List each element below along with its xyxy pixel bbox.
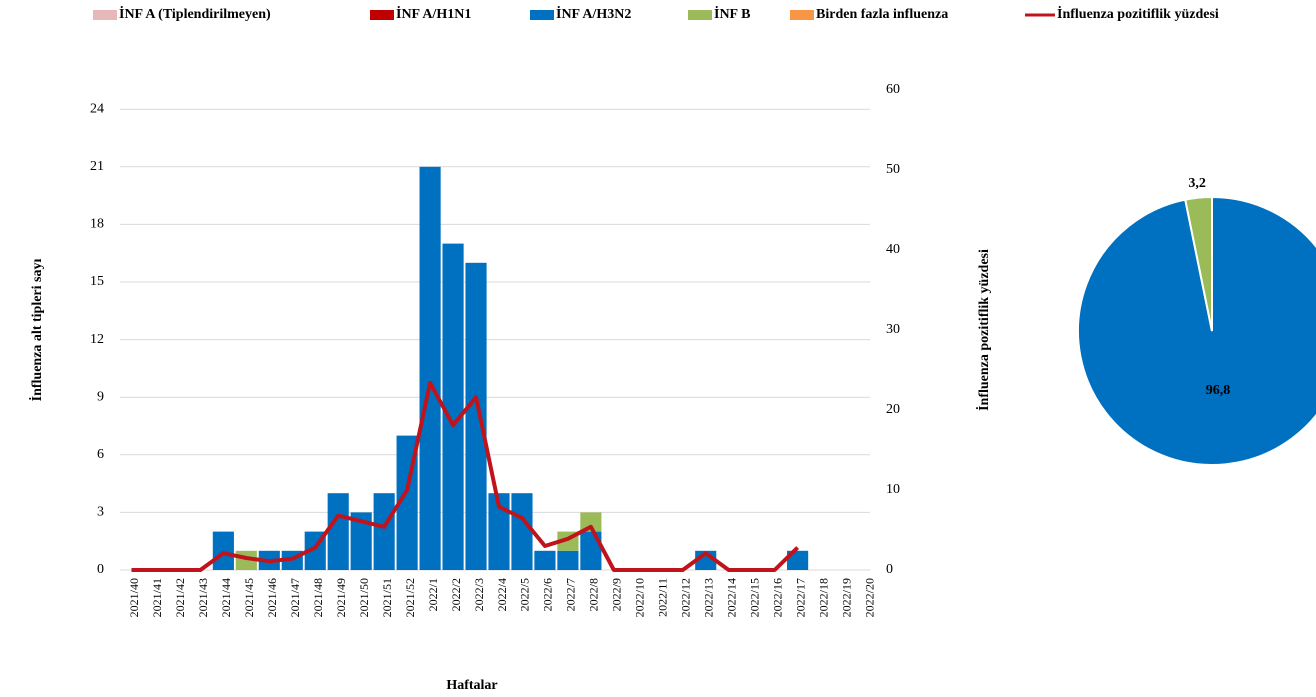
x-tick-label: 2022/14	[724, 578, 738, 617]
legend-label: İNF A/H3N2	[556, 5, 631, 22]
y2-tick-label: 20	[886, 402, 900, 417]
x-tick-label: 2021/46	[265, 578, 279, 617]
x-tick-label: 2022/11	[656, 578, 670, 617]
legend-label: İnfluenza pozitiflik yüzdesi	[1057, 5, 1219, 22]
y2-tick-label: 60	[886, 82, 900, 97]
x-tick-label: 2021/45	[242, 578, 256, 617]
y-tick-label: 24	[90, 101, 104, 116]
x-tick-label: 2022/20	[862, 578, 876, 617]
y2-tick-label: 50	[886, 162, 900, 177]
x-tick-label: 2021/50	[357, 578, 371, 617]
bar	[419, 166, 441, 571]
x-tick-label: 2022/13	[701, 578, 715, 617]
legend-swatch	[93, 10, 117, 20]
x-tick-label: 2022/4	[495, 578, 509, 611]
bar	[350, 512, 372, 570]
y2-tick-label: 0	[886, 562, 893, 577]
x-tick-label: 2022/9	[610, 578, 624, 611]
legend-label: Birden fazla influenza	[816, 7, 948, 22]
x-tick-label: 2022/5	[518, 578, 532, 611]
legend-swatch	[688, 10, 712, 20]
bar	[787, 550, 809, 570]
y2-tick-label: 40	[886, 242, 900, 257]
bar	[557, 550, 579, 570]
x-tick-label: 2022/15	[747, 578, 761, 617]
legend-swatch	[790, 10, 814, 20]
legend-label: İNF A (Tiplendirilmeyen)	[119, 5, 271, 22]
pie-slice	[1077, 195, 1316, 466]
y-tick-label: 0	[97, 562, 104, 577]
x-axis-title: Haftalar	[446, 678, 497, 693]
bar	[327, 493, 349, 570]
y-tick-label: 9	[97, 389, 104, 404]
legend-swatch	[530, 10, 554, 20]
line	[131, 380, 800, 572]
legend-label: İNF B	[714, 5, 750, 22]
y-tick-label: 18	[90, 217, 104, 232]
bar	[488, 493, 510, 570]
legend-swatch	[370, 10, 394, 20]
x-tick-label: 2022/8	[587, 578, 601, 611]
x-tick-label: 2022/17	[793, 578, 807, 617]
y-tick-label: 15	[90, 274, 104, 289]
x-tick-label: 2021/51	[380, 578, 394, 617]
x-tick-label: 2021/42	[173, 578, 187, 617]
x-tick-label: 2021/49	[334, 578, 348, 617]
bar	[212, 531, 234, 570]
bar	[511, 493, 533, 570]
x-tick-label: 2022/18	[816, 578, 830, 617]
bar	[373, 493, 395, 570]
y2-tick-label: 30	[886, 322, 900, 337]
x-tick-label: 2022/3	[472, 578, 486, 611]
bar	[442, 243, 464, 570]
x-tick-label: 2022/16	[770, 578, 784, 617]
x-tick-label: 2022/10	[633, 578, 647, 617]
x-tick-label: 2022/12	[679, 578, 693, 617]
x-tick-label: 2021/40	[127, 578, 141, 617]
y2-tick-label: 10	[886, 482, 900, 497]
y2-axis-title: İnfluenza pozitiflik yüzdesi	[975, 249, 992, 411]
x-tick-label: 2021/44	[219, 578, 233, 617]
y-axis-title: İnfluenza alt tipleri sayı	[28, 259, 45, 402]
x-tick-label: 2022/7	[564, 578, 578, 611]
x-tick-label: 2021/52	[403, 578, 417, 617]
x-tick-label: 2022/1	[426, 578, 440, 611]
y-tick-label: 6	[97, 447, 104, 462]
bar	[580, 512, 602, 532]
x-tick-label: 2022/2	[449, 578, 463, 611]
data-label: 3,2	[1188, 176, 1206, 191]
bar	[465, 262, 487, 570]
data-label: 96,8	[1206, 383, 1231, 398]
bar	[580, 531, 602, 570]
x-tick-label: 2022/19	[839, 578, 853, 617]
y-tick-label: 21	[90, 159, 104, 174]
pie-slice	[1184, 195, 1213, 332]
y-tick-label: 3	[97, 505, 104, 520]
x-tick-label: 2021/48	[311, 578, 325, 617]
legend-label: İNF A/H1N1	[396, 5, 471, 22]
bar	[534, 550, 556, 570]
x-tick-label: 2022/6	[541, 578, 555, 611]
y-tick-label: 12	[90, 332, 104, 347]
x-tick-label: 2021/47	[288, 578, 302, 617]
x-tick-label: 2021/41	[150, 578, 164, 617]
x-tick-label: 2021/43	[196, 578, 210, 617]
